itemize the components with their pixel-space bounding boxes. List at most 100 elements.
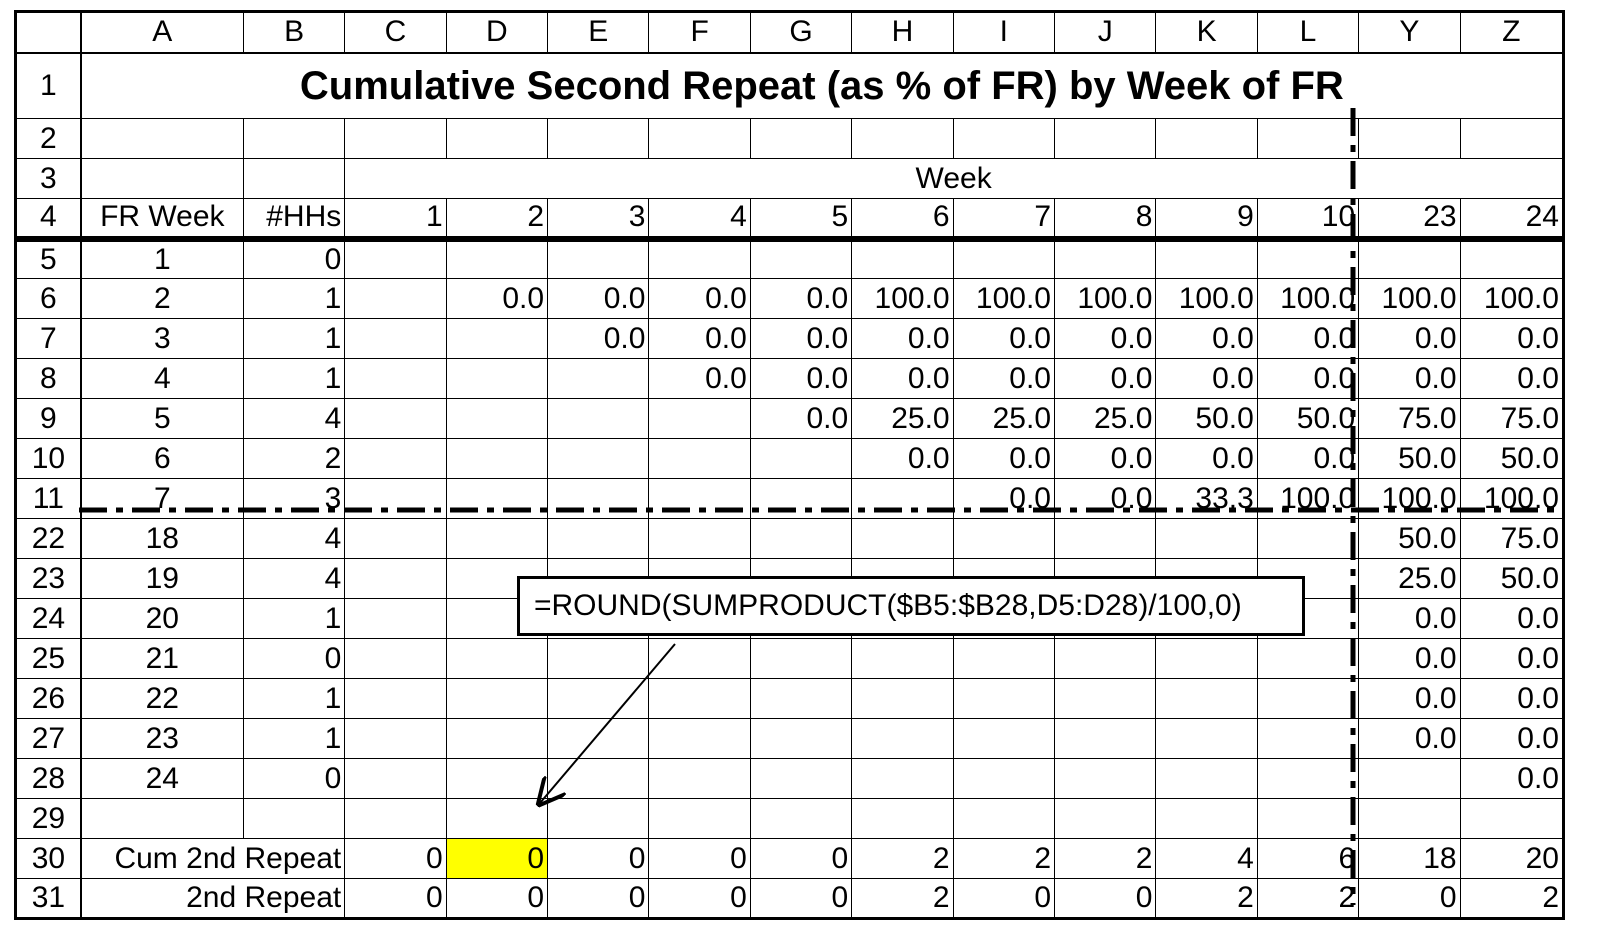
data-cell[interactable]: 50.0 (1155, 398, 1258, 439)
data-cell[interactable] (648, 478, 751, 519)
data-cell[interactable] (547, 358, 650, 399)
cell[interactable] (1358, 798, 1461, 839)
data-cell[interactable]: 33.3 (1155, 478, 1258, 519)
data-cell[interactable]: 0.0 (1053, 358, 1157, 399)
data-cell[interactable] (851, 478, 954, 519)
data-cell[interactable]: 75.0 (1358, 398, 1461, 439)
data-cell[interactable] (1053, 238, 1157, 279)
data-cell[interactable]: 100.0 (851, 278, 954, 319)
data-cell[interactable]: 0.0 (1358, 718, 1461, 759)
data-cell[interactable] (851, 678, 954, 719)
fr-week-cell[interactable]: 4 (80, 358, 244, 399)
fr-week-cell[interactable]: 1 (80, 238, 244, 279)
week-number-header[interactable]: 8 (1053, 198, 1157, 242)
data-cell[interactable] (547, 518, 650, 559)
row-header[interactable]: 27 (14, 718, 82, 759)
summary-cell[interactable]: 0 (749, 878, 853, 919)
data-cell[interactable] (445, 318, 549, 359)
data-cell[interactable]: 0.0 (1358, 678, 1461, 719)
data-cell[interactable]: 0.0 (749, 398, 853, 439)
hhs-cell[interactable]: 0 (242, 638, 346, 679)
data-cell[interactable]: 100.0 (952, 278, 1056, 319)
cell[interactable] (1053, 798, 1157, 839)
summary-cell[interactable]: 0 (547, 878, 650, 919)
cell[interactable] (952, 118, 1056, 159)
data-cell[interactable] (851, 718, 954, 759)
data-cell[interactable] (749, 518, 853, 559)
row-header[interactable]: 22 (14, 518, 82, 559)
data-cell[interactable] (952, 678, 1056, 719)
cell[interactable] (952, 798, 1056, 839)
data-cell[interactable]: 0.0 (648, 318, 751, 359)
summary-cell[interactable]: 18 (1358, 838, 1461, 879)
data-cell[interactable]: 75.0 (1459, 398, 1565, 439)
row-header[interactable]: 5 (14, 238, 82, 279)
data-cell[interactable]: 0.0 (1053, 318, 1157, 359)
summary-cell[interactable]: 0 (648, 878, 751, 919)
data-cell[interactable]: 100.0 (1256, 278, 1360, 319)
summary-cell[interactable]: 2 (1256, 878, 1360, 919)
week-number-header[interactable]: 3 (547, 198, 650, 242)
data-cell[interactable] (445, 718, 549, 759)
data-cell[interactable] (344, 438, 447, 479)
data-cell[interactable] (344, 518, 447, 559)
data-cell[interactable] (445, 358, 549, 399)
data-cell[interactable] (445, 438, 549, 479)
fr-week-cell[interactable]: 18 (80, 518, 244, 559)
row-header[interactable]: 29 (14, 798, 82, 839)
data-cell[interactable] (1053, 678, 1157, 719)
summary-cell[interactable]: 4 (1155, 838, 1258, 879)
data-cell[interactable]: 75.0 (1459, 518, 1565, 559)
row-header[interactable]: 23 (14, 558, 82, 599)
cell[interactable] (1459, 798, 1565, 839)
column-header[interactable]: L (1256, 11, 1360, 54)
summary-cell[interactable]: 20 (1459, 838, 1565, 879)
data-cell[interactable]: 0.0 (749, 358, 853, 399)
cell[interactable] (80, 158, 244, 199)
data-cell[interactable] (952, 718, 1056, 759)
data-cell[interactable] (648, 438, 751, 479)
cell[interactable] (1053, 118, 1157, 159)
summary-cell[interactable]: 0 (648, 838, 751, 879)
data-cell[interactable]: 0.0 (1358, 358, 1461, 399)
data-cell[interactable] (547, 758, 650, 799)
cell[interactable] (749, 118, 853, 159)
fr-week-cell[interactable]: 19 (80, 558, 244, 599)
data-cell[interactable]: 0.0 (1459, 758, 1565, 799)
data-cell[interactable]: 0.0 (1053, 478, 1157, 519)
data-cell[interactable] (1155, 718, 1258, 759)
data-cell[interactable] (1155, 758, 1258, 799)
data-cell[interactable] (1155, 678, 1258, 719)
summary-cell[interactable]: 2 (1053, 838, 1157, 879)
data-cell[interactable]: 50.0 (1256, 398, 1360, 439)
summary-label[interactable]: Cum 2nd Repeat (80, 838, 346, 879)
summary-cell[interactable]: 0 (1053, 878, 1157, 919)
week-number-header[interactable]: 7 (952, 198, 1056, 242)
fr-week-cell[interactable]: 22 (80, 678, 244, 719)
data-cell[interactable] (1155, 638, 1258, 679)
data-cell[interactable]: 25.0 (1358, 558, 1461, 599)
data-cell[interactable]: 25.0 (1053, 398, 1157, 439)
cell[interactable] (547, 798, 650, 839)
select-all-corner[interactable] (14, 11, 82, 54)
summary-label[interactable]: 2nd Repeat (80, 878, 346, 919)
row-header[interactable]: 7 (14, 318, 82, 359)
cell[interactable] (851, 798, 954, 839)
data-cell[interactable]: 0.0 (952, 438, 1056, 479)
cell[interactable] (445, 118, 549, 159)
row-header[interactable]: 28 (14, 758, 82, 799)
data-cell[interactable]: 0.0 (445, 278, 549, 319)
data-cell[interactable] (344, 318, 447, 359)
data-cell[interactable]: 0.0 (1459, 318, 1565, 359)
fr-week-cell[interactable]: 6 (80, 438, 244, 479)
sheet-title[interactable]: Cumulative Second Repeat (as % of FR) by… (80, 52, 1564, 119)
week-number-header[interactable]: 6 (851, 198, 954, 242)
data-cell[interactable]: 25.0 (851, 398, 954, 439)
data-cell[interactable]: 0.0 (952, 318, 1056, 359)
fr-week-header[interactable]: FR Week (80, 198, 244, 242)
data-cell[interactable]: 100.0 (1256, 478, 1360, 519)
data-cell[interactable]: 0.0 (1459, 638, 1565, 679)
data-cell[interactable]: 0.0 (1256, 318, 1360, 359)
column-header[interactable]: K (1155, 11, 1258, 54)
hhs-cell[interactable]: 1 (242, 718, 346, 759)
